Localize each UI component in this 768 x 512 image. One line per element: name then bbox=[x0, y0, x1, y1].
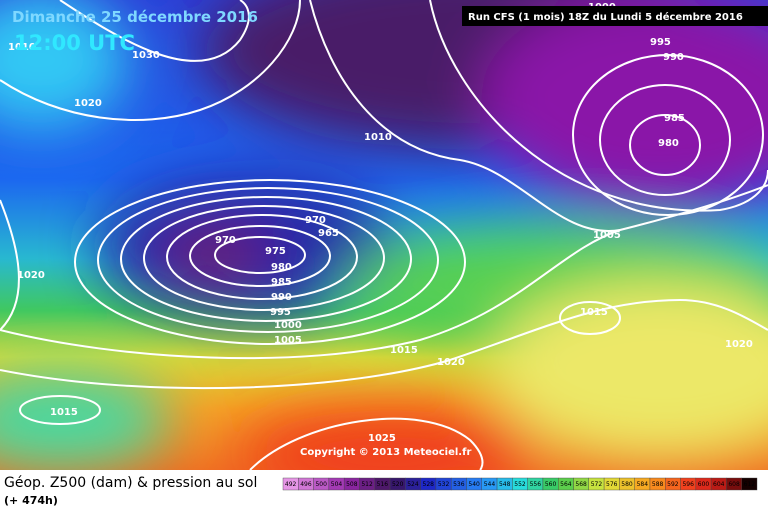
isobar-label: 1020 bbox=[17, 270, 45, 281]
lead-time: (+ 474h) bbox=[4, 494, 58, 507]
isobar-label: 1015 bbox=[390, 345, 418, 356]
isobar-label: 1020 bbox=[725, 339, 753, 350]
scale-label: 520 bbox=[392, 481, 404, 488]
time: 12:00 UTC bbox=[14, 31, 135, 55]
scale-label: 512 bbox=[361, 481, 373, 488]
copyright: Copyright © 2013 Meteociel.fr bbox=[300, 447, 471, 458]
scale-cell bbox=[741, 477, 758, 491]
isobar-label: 990 bbox=[663, 52, 684, 63]
isobar-label: 970 bbox=[215, 235, 236, 246]
scale-label: 588 bbox=[652, 481, 664, 488]
isobar-label: 985 bbox=[664, 113, 685, 124]
scale-label: 548 bbox=[499, 481, 511, 488]
isobar-label: 1000 bbox=[274, 320, 302, 331]
isobar-label: 980 bbox=[658, 138, 679, 149]
isobar-label: 1015 bbox=[580, 307, 608, 318]
isobar-label: 1025 bbox=[368, 433, 396, 444]
isobar-label: 970 bbox=[305, 215, 326, 226]
scale-label: 508 bbox=[346, 481, 358, 488]
scale-label: 572 bbox=[591, 481, 603, 488]
scale-label: 500 bbox=[315, 481, 327, 488]
scale-label: 528 bbox=[423, 481, 435, 488]
isobar-label: 1010 bbox=[8, 42, 36, 53]
scale-label: 576 bbox=[606, 481, 618, 488]
scale-label: 580 bbox=[621, 481, 633, 488]
isobar-label: 1015 bbox=[50, 407, 78, 418]
isobar-label: 1030 bbox=[132, 50, 160, 61]
scale-label: 556 bbox=[530, 481, 542, 488]
scale-label: 540 bbox=[468, 481, 480, 488]
scale-label: 564 bbox=[560, 481, 572, 488]
scale-label: 552 bbox=[514, 481, 526, 488]
scale-label: 560 bbox=[545, 481, 557, 488]
scale-label: 516 bbox=[377, 481, 389, 488]
date: Dimanche 25 décembre 2016 bbox=[12, 8, 258, 26]
scale-label: 536 bbox=[453, 481, 465, 488]
isobar-label: 980 bbox=[271, 262, 292, 273]
isobars bbox=[0, 0, 768, 470]
isobar-label: 995 bbox=[650, 37, 671, 48]
scale-label: 596 bbox=[682, 481, 694, 488]
isobar-labels: 1010 1030 1020 1010 1000 995 990 985 980… bbox=[8, 2, 753, 444]
scale-label: 612 bbox=[744, 481, 756, 488]
run-info: Run CFS (1 mois) 18Z du Lundi 5 décembre… bbox=[468, 11, 743, 23]
isobar-label: 1010 bbox=[364, 132, 392, 143]
isobar-label: 985 bbox=[271, 277, 292, 288]
scale-label: 544 bbox=[484, 481, 496, 488]
scale-label: 504 bbox=[331, 481, 343, 488]
scale-label: 532 bbox=[438, 481, 450, 488]
run-box bbox=[462, 6, 768, 26]
footer-title: Géop. Z500 (dam) & pression au sol bbox=[4, 475, 257, 491]
scale-label: 600 bbox=[698, 481, 710, 488]
isobar-label: 1005 bbox=[274, 335, 302, 346]
scale-label: 492 bbox=[285, 481, 297, 488]
isobar-label: 1020 bbox=[74, 98, 102, 109]
map: 1010 1030 1020 1010 1000 995 990 985 980… bbox=[0, 0, 768, 470]
isobar-label: 990 bbox=[271, 292, 292, 303]
scale-label: 608 bbox=[728, 481, 740, 488]
scale-label: 584 bbox=[637, 481, 649, 488]
isobar-label: 975 bbox=[265, 246, 286, 257]
scale-label: 604 bbox=[713, 481, 725, 488]
isobar-label: 995 bbox=[270, 307, 291, 318]
isobar-label: 1005 bbox=[593, 230, 621, 241]
scale-label: 592 bbox=[667, 481, 679, 488]
scale-label: 568 bbox=[575, 481, 587, 488]
isobar-label: 965 bbox=[318, 228, 339, 239]
isobar-label: 1020 bbox=[437, 357, 465, 368]
scale-label: 496 bbox=[300, 481, 312, 488]
scale-label: 524 bbox=[407, 481, 419, 488]
color-scale: 492 496 500 504 508 512 516 520 524 528 532 536 540 5… bbox=[281, 472, 759, 494]
